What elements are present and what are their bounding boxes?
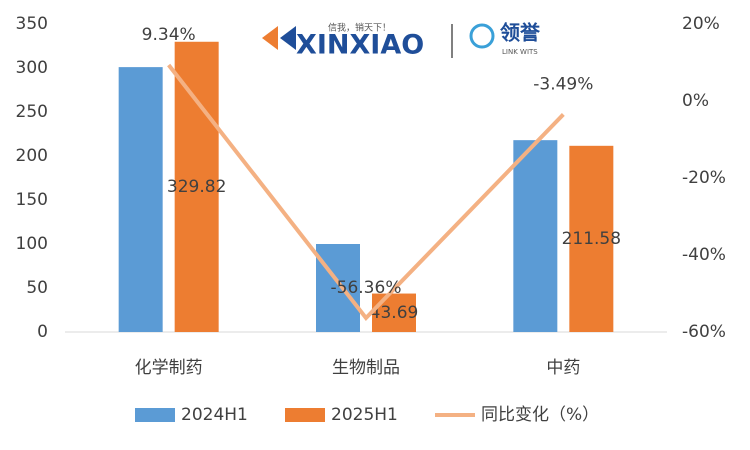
- data-label: 9.34%: [142, 25, 196, 45]
- legend-label: 2024H1: [181, 405, 248, 425]
- y-tick-label: 350: [16, 14, 48, 34]
- logo-slogan: 信我，销天下！: [328, 22, 391, 34]
- data-label: 211.58: [562, 229, 621, 249]
- logo-brand: XINXIAO: [296, 30, 424, 61]
- y2-tick-label: 0%: [682, 91, 709, 111]
- logo: XINXIAO 信我，销天下！ 领誉 LINK WITS: [262, 21, 541, 61]
- legend-swatch: [285, 408, 325, 422]
- y-tick-label: 0: [37, 322, 48, 342]
- data-label: -3.49%: [533, 74, 593, 94]
- logo-icon: [469, 23, 495, 49]
- legend-label: 同比变化（%）: [481, 405, 599, 425]
- logo-mark: [262, 26, 278, 50]
- y-tick-label: 200: [16, 146, 48, 166]
- y-tick-label: 300: [16, 58, 48, 78]
- y-tick-label: 250: [16, 102, 48, 122]
- bar: [316, 244, 360, 332]
- bar: [372, 293, 416, 332]
- logo-partner: 领誉: [500, 21, 541, 45]
- y-tick-label: 150: [16, 190, 48, 210]
- line: [167, 63, 565, 322]
- data-label: 329.82: [167, 177, 226, 197]
- bar: [174, 41, 219, 333]
- data-label: 43.69: [370, 303, 419, 323]
- logo-partner-sub: LINK WITS: [502, 48, 538, 56]
- y2-tick-label: 20%: [682, 14, 720, 34]
- y2-tick-label: -40%: [682, 245, 726, 265]
- y-tick-label: 100: [16, 234, 48, 254]
- y2-tick-label: -20%: [682, 168, 726, 188]
- bar: [118, 67, 163, 333]
- bar: [569, 145, 614, 332]
- x-tick-label: 化学制药: [135, 358, 203, 378]
- legend-label: 2025H1: [331, 405, 398, 425]
- y2-tick-label: -60%: [682, 322, 726, 342]
- data-label: -56.36%: [331, 278, 402, 298]
- logo-mark: [280, 26, 296, 50]
- legend-swatch: [135, 408, 175, 422]
- x-tick-label: 生物制品: [332, 358, 400, 378]
- y-tick-label: 50: [26, 278, 48, 298]
- x-tick-label: 中药: [546, 358, 580, 378]
- bar: [513, 140, 558, 332]
